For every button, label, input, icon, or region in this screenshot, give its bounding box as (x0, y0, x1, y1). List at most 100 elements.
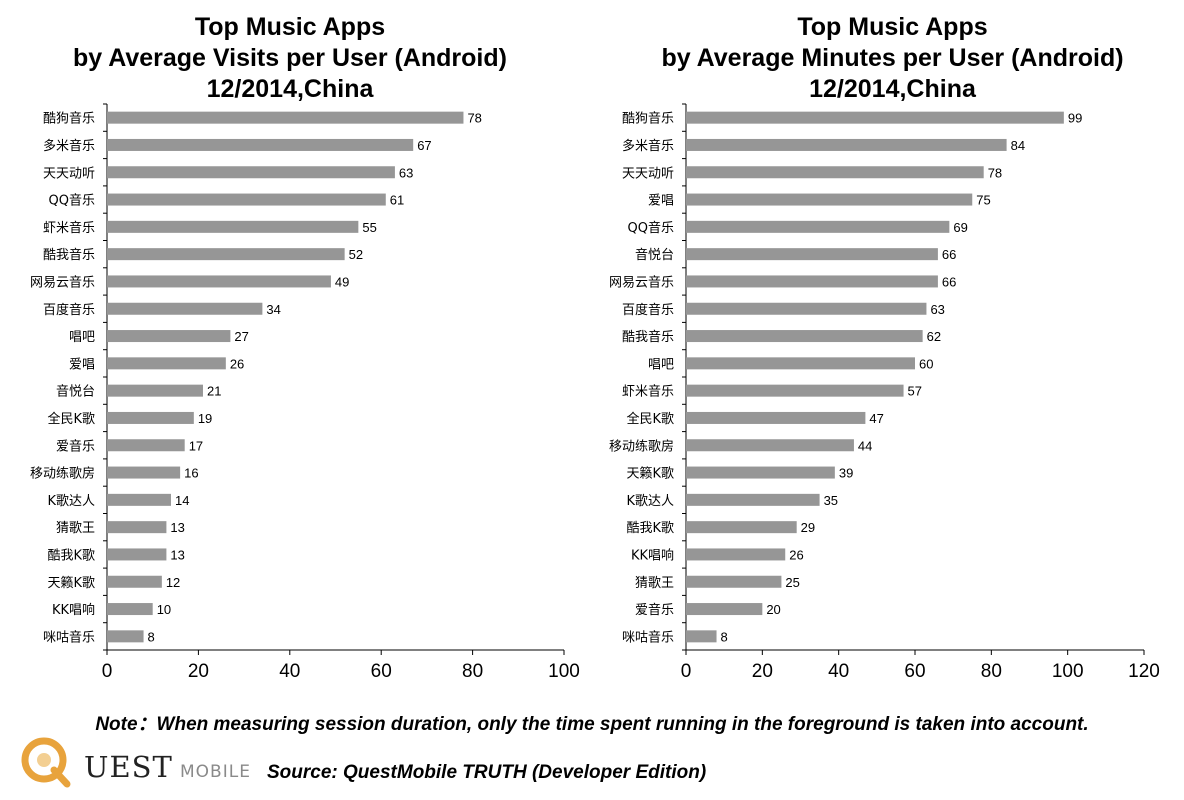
data-label: 17 (189, 438, 203, 453)
bar (107, 384, 203, 397)
logo-wordmark: UEST (84, 750, 173, 784)
bar (107, 521, 167, 534)
data-label: 52 (349, 247, 363, 262)
bar (107, 575, 162, 588)
bar (107, 630, 144, 643)
source-line: Source: QuestMobile TRUTH (Developer Edi… (267, 762, 707, 783)
bar (107, 166, 395, 179)
category-label: 酷我K歌 (47, 548, 95, 563)
bar (107, 548, 167, 561)
data-label: 84 (1011, 138, 1025, 153)
data-label: 99 (1068, 111, 1082, 126)
data-label: 63 (930, 302, 944, 317)
category-label: 天天动听 (43, 166, 95, 181)
category-label: K歌达人 (47, 494, 95, 509)
bar (107, 302, 263, 315)
bar (686, 166, 984, 179)
bar (686, 357, 915, 370)
questmobile-logo: UEST MOBILE (14, 728, 254, 794)
data-label: 34 (266, 302, 280, 317)
category-label: 天籁K歌 (626, 467, 674, 482)
x-tick-label: 0 (102, 661, 113, 682)
bar (107, 220, 359, 233)
category-label: 全民K歌 (626, 411, 674, 427)
category-label: 移动练歌房 (30, 466, 95, 482)
category-label: QQ音乐 (628, 220, 674, 236)
data-label: 62 (927, 329, 941, 344)
footnote: Note：When measuring session duration, on… (95, 714, 1089, 735)
bar (686, 330, 923, 343)
bar (686, 138, 1007, 151)
bar (686, 248, 938, 261)
category-label: 爱音乐 (56, 438, 95, 454)
category-label: 爱唱 (648, 194, 674, 209)
data-label: 66 (942, 247, 956, 262)
bar (686, 521, 797, 534)
x-tick-label: 20 (752, 661, 773, 682)
bar (107, 138, 414, 151)
bar (107, 411, 194, 424)
bar (107, 193, 386, 206)
logo-mobile-text: MOBILE (180, 762, 251, 782)
bar (686, 575, 782, 588)
category-label: 酷狗音乐 (622, 111, 674, 127)
data-label: 20 (766, 602, 780, 617)
title-line: 12/2014,China (206, 75, 374, 103)
data-label: 14 (175, 493, 189, 508)
bar (686, 411, 866, 424)
category-label: 虾米音乐 (43, 220, 95, 236)
bar (107, 275, 331, 288)
data-label: 13 (170, 547, 184, 562)
category-label: 爱音乐 (635, 602, 674, 618)
data-label: 8 (721, 629, 728, 644)
data-label: 12 (166, 575, 180, 590)
title-line: by Average Visits per User (Android) (73, 44, 507, 72)
category-label: 百度音乐 (43, 302, 95, 318)
bar (107, 493, 171, 506)
data-label: 39 (839, 466, 853, 481)
data-label: 21 (207, 384, 221, 399)
data-label: 75 (976, 193, 990, 208)
bar (686, 302, 927, 315)
category-label: 酷我音乐 (622, 329, 674, 345)
category-label: 百度音乐 (622, 302, 674, 318)
category-label: QQ音乐 (49, 193, 95, 209)
bar (107, 603, 153, 616)
data-label: 26 (789, 547, 803, 562)
category-label: 猜歌王 (635, 576, 674, 591)
category-label: 咪咕音乐 (622, 629, 674, 645)
bar (107, 439, 185, 452)
data-label: 47 (869, 411, 883, 426)
bar (686, 275, 938, 288)
data-label: 61 (390, 193, 404, 208)
bar (686, 384, 904, 397)
category-label: 网易云音乐 (30, 274, 95, 290)
chart-title-minutes: Top Music Apps by Average Minutes per Us… (615, 12, 1170, 105)
category-label: 多米音乐 (43, 138, 95, 154)
category-label: 唱吧 (648, 357, 674, 372)
data-label: 63 (399, 165, 413, 180)
bar (686, 220, 950, 233)
chart-title-visits: Top Music Apps by Average Visits per Use… (40, 12, 540, 105)
bar (107, 466, 181, 479)
data-label: 8 (148, 629, 155, 644)
x-tick-label: 60 (904, 661, 925, 682)
category-label: 音悦台 (635, 247, 674, 263)
x-tick-label: 40 (279, 661, 300, 682)
bar (107, 248, 345, 261)
data-label: 78 (467, 111, 481, 126)
category-label: 全民K歌 (47, 411, 95, 427)
x-tick-label: 40 (828, 661, 849, 682)
bar (686, 603, 763, 616)
data-label: 60 (919, 356, 933, 371)
x-tick-label: 100 (1052, 661, 1084, 682)
category-label: 咪咕音乐 (43, 629, 95, 645)
bar (686, 493, 820, 506)
bar (107, 357, 226, 370)
data-label: 67 (417, 138, 431, 153)
bar (686, 630, 717, 643)
category-label: 音悦台 (56, 384, 95, 400)
bar (686, 548, 786, 561)
data-label: 27 (234, 329, 248, 344)
